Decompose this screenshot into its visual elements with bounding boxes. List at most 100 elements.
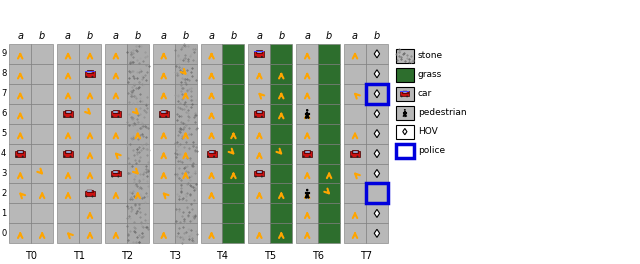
Bar xyxy=(175,64,196,84)
Circle shape xyxy=(86,195,88,197)
Bar xyxy=(318,144,340,163)
Text: a: a xyxy=(65,31,71,41)
Bar xyxy=(31,124,53,144)
Bar xyxy=(200,204,223,223)
Text: car: car xyxy=(418,89,432,98)
Bar xyxy=(111,111,121,117)
Bar xyxy=(85,191,95,196)
Circle shape xyxy=(308,155,310,158)
Bar xyxy=(31,144,53,163)
Bar xyxy=(401,91,410,92)
Circle shape xyxy=(63,155,65,158)
Bar xyxy=(175,204,196,223)
Text: stone: stone xyxy=(418,51,443,60)
Bar xyxy=(127,204,148,223)
Bar xyxy=(57,223,79,243)
Circle shape xyxy=(159,116,161,118)
Bar xyxy=(105,204,127,223)
Bar xyxy=(175,84,196,104)
Bar xyxy=(318,84,340,104)
Bar xyxy=(87,70,93,73)
Bar xyxy=(296,104,318,124)
Bar xyxy=(79,204,101,223)
Bar xyxy=(396,125,414,139)
Bar xyxy=(153,124,175,144)
Bar xyxy=(57,104,79,124)
Bar xyxy=(127,223,148,243)
Bar xyxy=(223,163,244,183)
Bar xyxy=(9,223,31,243)
Bar xyxy=(79,183,101,204)
Bar xyxy=(248,124,270,144)
Bar xyxy=(296,144,318,163)
Text: a: a xyxy=(113,31,119,41)
Circle shape xyxy=(255,56,257,58)
Bar xyxy=(304,150,310,153)
Bar xyxy=(344,144,366,163)
Bar xyxy=(79,124,101,144)
Bar xyxy=(257,50,262,53)
Text: b: b xyxy=(39,31,45,41)
Circle shape xyxy=(117,176,119,177)
Bar xyxy=(18,150,22,153)
Text: T0: T0 xyxy=(25,251,37,261)
Bar xyxy=(270,223,292,243)
Circle shape xyxy=(401,96,403,97)
Bar xyxy=(366,124,388,144)
Bar xyxy=(223,223,244,243)
Bar xyxy=(127,183,148,204)
Circle shape xyxy=(22,155,24,158)
Bar xyxy=(344,64,366,84)
Bar xyxy=(270,204,292,223)
Text: T3: T3 xyxy=(169,251,180,261)
Bar xyxy=(270,124,292,144)
Text: police: police xyxy=(418,146,445,155)
Bar xyxy=(105,163,127,183)
Bar xyxy=(63,111,73,117)
Bar xyxy=(248,204,270,223)
Bar xyxy=(79,64,101,84)
Bar xyxy=(31,64,53,84)
Bar xyxy=(366,104,388,124)
Bar xyxy=(223,84,244,104)
Circle shape xyxy=(306,110,308,112)
Bar xyxy=(207,151,216,157)
Circle shape xyxy=(306,189,308,191)
Bar xyxy=(344,44,366,64)
Bar xyxy=(105,104,127,124)
Bar xyxy=(9,183,31,204)
Bar xyxy=(318,124,340,144)
Circle shape xyxy=(207,155,209,158)
Text: b: b xyxy=(374,31,380,41)
Text: b: b xyxy=(182,31,189,41)
Bar xyxy=(31,183,53,204)
Bar xyxy=(200,124,223,144)
Bar xyxy=(223,204,244,223)
Text: a: a xyxy=(304,31,310,41)
Text: 7: 7 xyxy=(1,89,6,98)
Bar xyxy=(296,183,318,204)
Bar xyxy=(248,163,270,183)
Text: T6: T6 xyxy=(312,251,324,261)
Bar xyxy=(296,223,318,243)
Bar xyxy=(79,144,101,163)
Bar xyxy=(402,91,408,93)
Bar xyxy=(344,163,366,183)
Text: b: b xyxy=(87,31,93,41)
Bar xyxy=(9,44,31,64)
Bar xyxy=(318,204,340,223)
Bar xyxy=(344,84,366,104)
Bar xyxy=(296,163,318,183)
Bar xyxy=(396,87,414,101)
Bar xyxy=(209,150,214,153)
Bar xyxy=(366,44,388,64)
Bar xyxy=(200,104,223,124)
Bar xyxy=(175,44,196,64)
Bar xyxy=(223,44,244,64)
Circle shape xyxy=(111,176,113,177)
Polygon shape xyxy=(374,70,380,78)
Bar xyxy=(127,44,148,64)
Bar xyxy=(9,163,31,183)
Bar xyxy=(127,163,148,183)
Bar xyxy=(113,171,118,172)
